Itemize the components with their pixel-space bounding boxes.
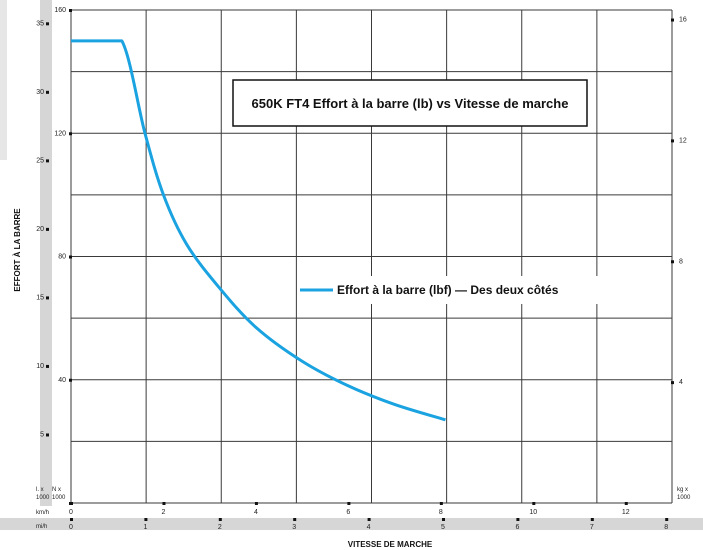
kmh-tick-mark bbox=[439, 502, 443, 505]
lb-tick-label: 10 bbox=[36, 363, 44, 370]
mph-tick-mark bbox=[665, 518, 669, 521]
lb-tick-label: 25 bbox=[36, 157, 44, 164]
lb-tick-label: 15 bbox=[36, 294, 44, 301]
kg-unit-label-2: 1000 bbox=[677, 495, 691, 501]
lb-tick-label: 5 bbox=[40, 431, 44, 438]
lb-tick-mark bbox=[46, 296, 49, 300]
lb-unit-label-1: l. x bbox=[36, 487, 44, 493]
kmh-tick-label: 6 bbox=[346, 509, 350, 516]
kmh-tick-mark bbox=[532, 502, 536, 505]
y-axis-title: EFFORT À LA BARRE bbox=[13, 208, 22, 292]
kmh-tick-label: 10 bbox=[529, 509, 537, 516]
kmh-tick-mark bbox=[70, 502, 73, 505]
kg-tick-mark bbox=[671, 381, 674, 385]
lb-tick-label: 30 bbox=[36, 89, 44, 96]
kn-unit-label-1: N x bbox=[52, 487, 61, 493]
lb-tick-mark bbox=[46, 364, 49, 368]
mph-tick-mark bbox=[293, 518, 297, 521]
mph-unit-label: mi/h bbox=[36, 524, 47, 530]
left-axis-bar bbox=[40, 0, 52, 506]
kn-tick-mark bbox=[69, 255, 72, 259]
kn-unit-label-2: 1000 bbox=[52, 495, 66, 501]
kg-tick-mark bbox=[671, 18, 674, 22]
mph-tick-label: 8 bbox=[664, 524, 668, 531]
mph-tick-label: 5 bbox=[441, 524, 445, 531]
kmh-tick-label: 2 bbox=[162, 509, 166, 516]
lb-unit-label-2: 1000 bbox=[36, 495, 50, 501]
kmh-tick-mark bbox=[624, 502, 628, 505]
lb-tick-mark bbox=[46, 159, 49, 163]
mph-tick-label: 6 bbox=[515, 524, 519, 531]
x-axis-title: VITESSE DE MARCHE bbox=[348, 540, 433, 549]
mph-tick-mark bbox=[442, 518, 446, 521]
kn-tick-label: 120 bbox=[54, 130, 66, 137]
kn-tick-label: 40 bbox=[58, 377, 66, 384]
kn-tick-label: 160 bbox=[54, 7, 66, 14]
lb-tick-mark bbox=[46, 90, 49, 94]
lb-tick-label: 20 bbox=[36, 226, 44, 233]
mph-tick-mark bbox=[590, 518, 594, 521]
kn-tick-mark bbox=[69, 132, 72, 136]
lb-tick-mark bbox=[46, 433, 49, 437]
kmh-tick-label: 12 bbox=[622, 509, 630, 516]
lb-tick-mark bbox=[46, 227, 49, 231]
bottom-axis-bar bbox=[0, 518, 703, 530]
kg-tick-label: 8 bbox=[679, 258, 683, 265]
legend-label: Effort à la barre (lbf) — Des deux côtés bbox=[337, 283, 559, 297]
lb-tick-label: 35 bbox=[36, 20, 44, 27]
kn-tick-label: 80 bbox=[58, 254, 66, 261]
kmh-tick-label: 0 bbox=[69, 509, 73, 516]
legend-box bbox=[298, 276, 608, 304]
mph-tick-mark bbox=[70, 518, 73, 521]
mph-tick-label: 0 bbox=[69, 524, 73, 531]
left-edge-bar bbox=[0, 0, 7, 160]
kmh-tick-mark bbox=[347, 502, 351, 505]
kg-tick-mark bbox=[671, 139, 674, 143]
kmh-tick-label: 8 bbox=[439, 509, 443, 516]
series-line-effort bbox=[71, 39, 446, 422]
mph-tick-mark bbox=[218, 518, 222, 521]
mph-tick-label: 7 bbox=[590, 524, 594, 531]
mph-tick-mark bbox=[367, 518, 371, 521]
kmh-unit-label: km/h bbox=[36, 510, 49, 516]
mph-tick-mark bbox=[144, 518, 148, 521]
kg-unit-label-1: kg x bbox=[677, 487, 688, 493]
lb-tick-mark bbox=[46, 22, 49, 26]
kn-tick-mark bbox=[69, 9, 72, 12]
kg-tick-label: 4 bbox=[679, 379, 683, 386]
kn-tick-mark bbox=[69, 378, 72, 382]
title-box bbox=[232, 79, 588, 127]
mph-tick-label: 1 bbox=[143, 524, 147, 531]
chart-title: 650K FT4 Effort à la barre (lb) vs Vites… bbox=[252, 96, 569, 111]
kmh-tick-mark bbox=[162, 502, 166, 505]
kmh-tick-label: 4 bbox=[254, 509, 258, 516]
mph-tick-label: 2 bbox=[218, 524, 222, 531]
mph-tick-mark bbox=[516, 518, 520, 521]
mph-tick-label: 3 bbox=[292, 524, 296, 531]
kg-tick-label: 12 bbox=[679, 137, 687, 144]
kg-tick-label: 16 bbox=[679, 17, 687, 24]
kg-tick-mark bbox=[671, 260, 674, 264]
kmh-tick-mark bbox=[254, 502, 258, 505]
mph-tick-label: 4 bbox=[367, 524, 371, 531]
